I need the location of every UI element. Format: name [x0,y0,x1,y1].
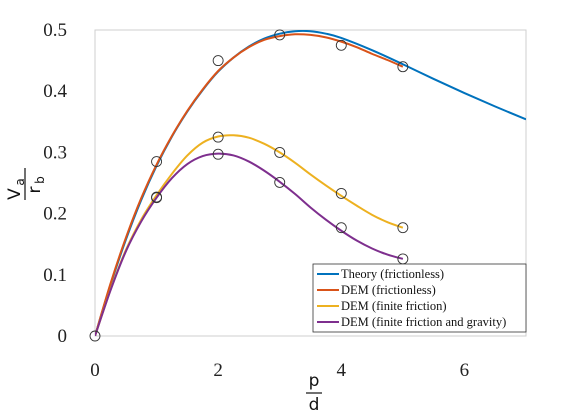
data-point-marker [335,39,347,51]
series-layer [95,30,526,336]
data-point-marker [212,148,224,160]
data-point-marker [274,29,286,41]
legend-label: Theory (frictionless) [341,267,444,281]
legend-item: Theory (frictionless) [317,267,444,281]
x-axis-label-denominator: d [309,395,320,413]
y-axis-label-denominator: r [25,187,45,194]
x-tick-label: 0 [90,360,100,381]
legend-item: DEM (frictionless) [317,283,436,297]
y-tick-label: 0.4 [43,81,67,102]
plot-frame [94,29,527,337]
y-axis-label-numerator-sub: a [13,178,27,185]
data-point-marker [212,131,224,143]
legend-label: DEM (frictionless) [341,283,436,297]
legend-item: DEM (finite friction and gravity) [317,315,506,329]
ticks-layer: 0 0.1 0.2 0.3 0.4 0.5 0 2 4 6 [43,20,469,381]
x-tick-label: 6 [460,360,470,381]
data-point-marker [212,55,224,67]
y-tick-label: 0.1 [43,265,67,286]
x-axis-label-numerator: p [309,371,320,391]
y-tick-label: 0.3 [43,142,67,163]
markers-layer [89,29,409,342]
series-line [95,33,404,336]
legend-label: DEM (finite friction) [341,299,447,313]
data-point-marker [397,61,409,73]
data-point-marker [335,222,347,234]
y-tick-label: 0.2 [43,204,67,225]
data-point-marker [274,176,286,188]
y-axis-label: V a r b [5,168,47,200]
y-axis-label-numerator: V [5,188,25,200]
legend-item: DEM (finite friction) [317,299,447,313]
data-point-marker [274,146,286,158]
series-line [95,134,404,336]
data-point-marker [89,330,101,342]
x-axis-label: p d [306,371,322,413]
data-point-marker [151,156,163,168]
legend-label: DEM (finite friction and gravity) [341,315,506,329]
data-point-marker [397,222,409,234]
x-tick-label: 4 [337,360,347,381]
y-tick-label: 0 [58,326,68,347]
series-line [95,152,404,336]
x-tick-label: 2 [213,360,223,381]
data-point-marker [335,187,347,199]
y-tick-label: 0.5 [43,20,67,41]
legend: Theory (frictionless) DEM (frictionless)… [312,263,527,333]
data-point-marker [151,192,163,204]
y-axis-label-denominator-sub: b [33,176,47,184]
legend-box [312,263,527,333]
